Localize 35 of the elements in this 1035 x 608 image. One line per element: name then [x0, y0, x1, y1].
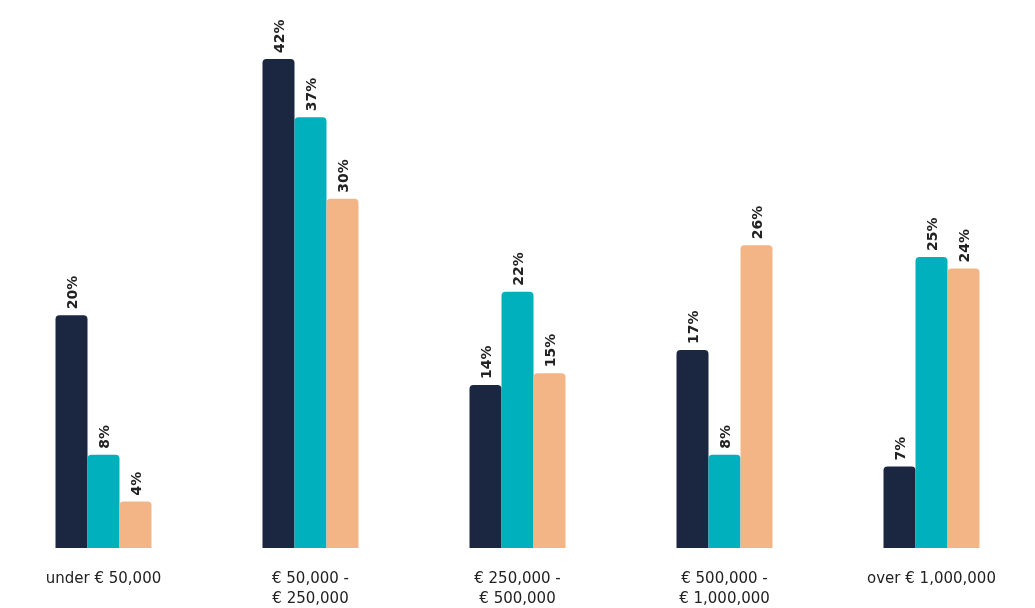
data-label: 42% [270, 19, 287, 53]
data-label: 15% [541, 333, 558, 368]
data-label: 14% [477, 345, 494, 379]
data-label: 7% [891, 436, 908, 461]
bar [326, 198, 359, 548]
bar [915, 256, 948, 548]
x-tick-label: € 50,000 - € 250,000 [272, 569, 349, 607]
data-label: 26% [748, 205, 765, 240]
bar [294, 117, 327, 548]
data-label: 22% [509, 252, 526, 286]
bar [533, 373, 566, 548]
data-label: 30% [334, 159, 351, 193]
data-label: 37% [302, 77, 319, 112]
data-label: 8% [95, 425, 112, 449]
bar [87, 454, 120, 548]
data-label: 4% [127, 471, 144, 496]
data-label: 24% [955, 229, 972, 263]
bar [740, 245, 773, 548]
data-label: 20% [63, 275, 80, 310]
x-tick-label: € 250,000 - € 500,000 [474, 569, 561, 607]
data-label: 8% [716, 425, 733, 449]
x-tick-label: under € 50,000 [45, 569, 162, 587]
x-tick-label: over € 1,000,000 [867, 569, 996, 587]
bar [55, 315, 88, 548]
x-tick-label: € 500,000 - € 1,000,000 [679, 569, 770, 607]
data-label: 17% [684, 310, 701, 345]
bar [947, 268, 980, 548]
bar [708, 454, 741, 548]
data-label: 25% [923, 217, 940, 251]
bar [469, 385, 502, 548]
bar [676, 350, 709, 548]
bar [883, 466, 916, 548]
bar [262, 59, 295, 548]
bar [119, 501, 152, 548]
bar [501, 291, 534, 548]
